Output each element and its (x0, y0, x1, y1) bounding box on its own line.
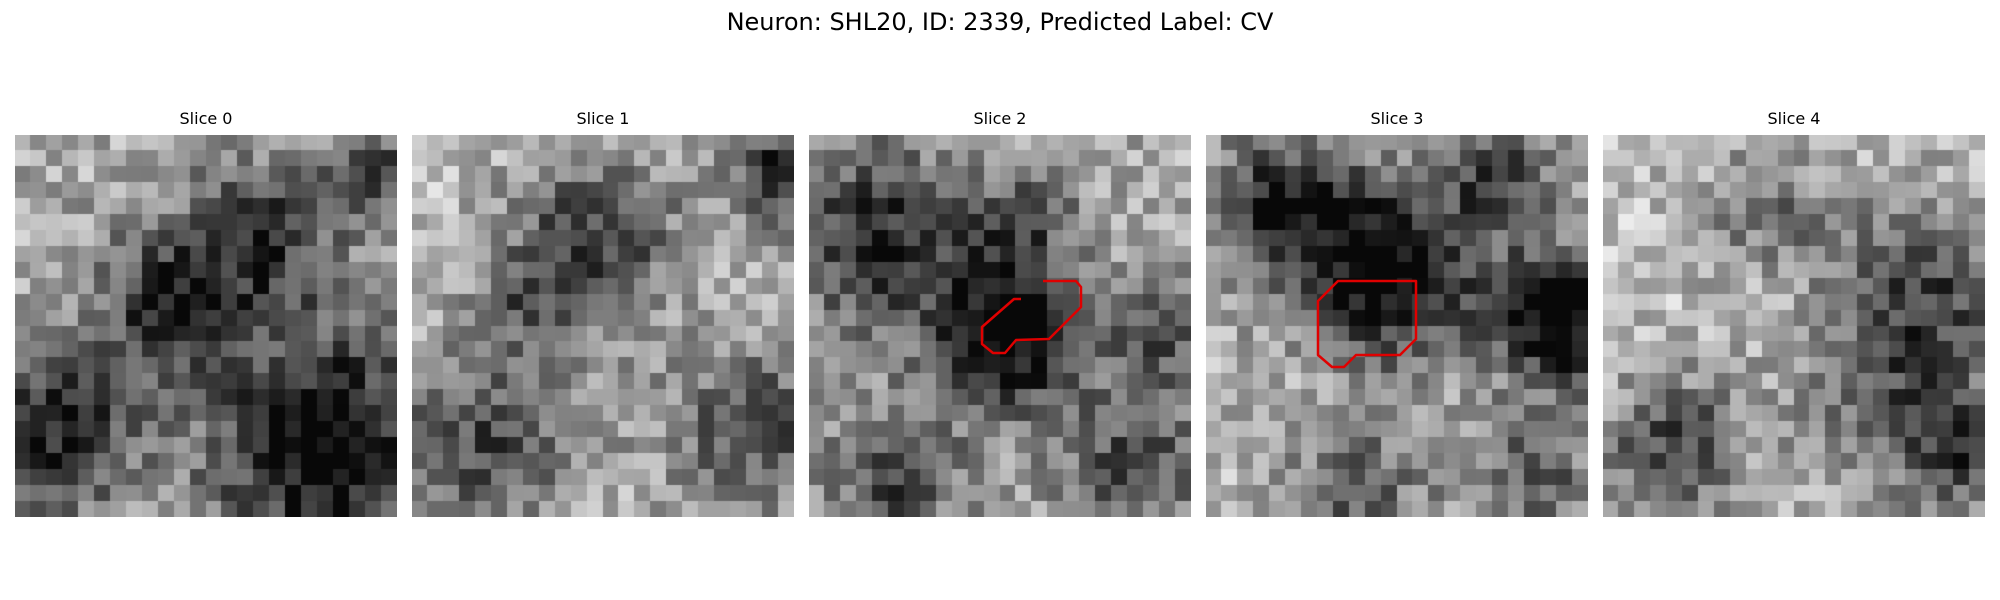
slice-title-1: Slice 1 (576, 109, 630, 128)
figure-title: Neuron: SHL20, ID: 2339, Predicted Label… (726, 8, 1274, 36)
slice-title-2: Slice 2 (973, 109, 1027, 128)
slice-image-3 (1206, 135, 1588, 517)
slice-panel-3: Slice 3 (1206, 108, 1588, 517)
slice-panel-2: Slice 2 (809, 108, 1191, 517)
slice-panel-1: Slice 1 (412, 108, 794, 517)
slice-title-0: Slice 0 (179, 109, 233, 128)
slice-title-3: Slice 3 (1370, 109, 1424, 128)
slice-image-2 (809, 135, 1191, 517)
slice-image-1 (412, 135, 794, 517)
slice-panel-4: Slice 4 (1603, 108, 1985, 517)
slice-image-4 (1603, 135, 1985, 517)
slice-title-4: Slice 4 (1767, 109, 1821, 128)
slice-panel-0: Slice 0 (15, 108, 397, 517)
slice-image-0 (15, 135, 397, 517)
